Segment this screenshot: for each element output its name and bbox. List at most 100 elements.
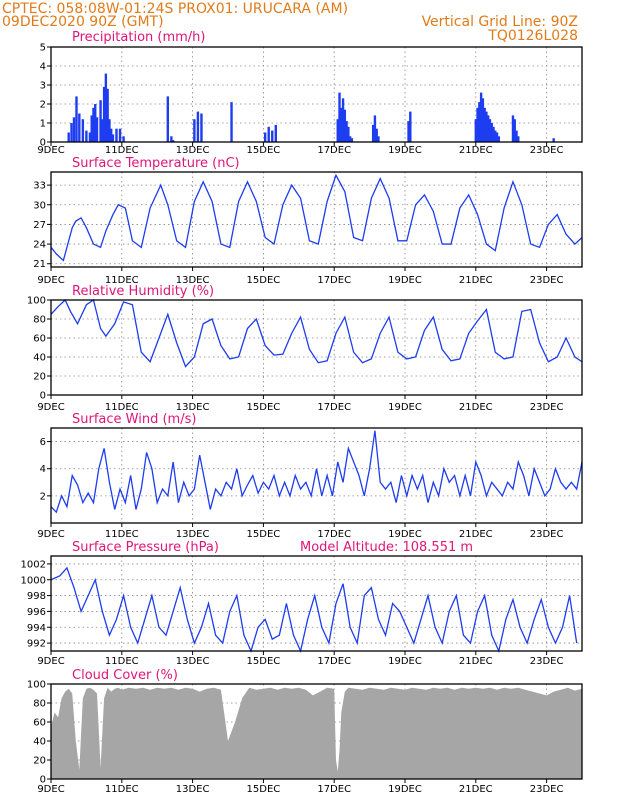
cloud-ytick-label: 0	[40, 775, 46, 786]
temp-xtick-label: 9DEC	[37, 275, 64, 286]
rh-title: Relative Humidity (%)	[72, 284, 214, 299]
rh-line	[50, 298, 583, 368]
wind-xtick-label: 15DEC	[247, 529, 281, 540]
precip-bar	[511, 115, 515, 142]
temp-frame	[50, 171, 583, 268]
precip-bar	[271, 130, 274, 142]
pressure-ytick-label: 1002	[21, 559, 46, 570]
cloud-xtick-label: 13DEC	[176, 784, 210, 795]
header-run-date: 09DEC2020 90Z (GMT)	[2, 14, 164, 30]
rh-ytick-label: 0	[40, 391, 46, 402]
precip-xtick-label: 9DEC	[37, 145, 64, 156]
precip-ytick-label: 2	[40, 100, 46, 111]
precip-bar	[171, 140, 175, 142]
precip-bar	[196, 111, 200, 142]
pressure-xtick-label: 23DEC	[530, 656, 564, 667]
precip-bar	[90, 115, 93, 142]
cloud-title: Cloud Cover (%)	[72, 668, 178, 683]
precip-bar	[479, 92, 483, 142]
temp-xtick-label: 21DEC	[459, 275, 493, 286]
rh-ytick-label: 80	[33, 315, 46, 326]
precip-xtick-label: 13DEC	[176, 145, 210, 156]
wind-ytick-label: 4	[40, 464, 46, 475]
rh-xtick-label: 13DEC	[176, 402, 210, 413]
precip-bar	[166, 96, 170, 142]
wind-xtick-label: 17DEC	[317, 529, 351, 540]
precip-bar	[343, 109, 347, 142]
cloud-xtick-label: 11DEC	[105, 784, 139, 795]
temp-ytick-label: 21	[33, 259, 46, 270]
precip-bar	[490, 123, 493, 142]
pressure-ytick-label: 996	[27, 607, 46, 618]
precip-xtick-label: 23DEC	[530, 145, 564, 156]
precip-bar	[111, 134, 115, 142]
panel-pressure: Surface Pressure (hPa) Model Altitude: 10…	[21, 540, 583, 667]
pressure-ytick-label: 994	[27, 623, 46, 634]
pressure-xtick-label: 13DEC	[176, 656, 210, 667]
precip-xtick-label: 21DEC	[459, 145, 493, 156]
precip-bar	[497, 136, 501, 142]
precip-bar	[101, 119, 104, 142]
cloud-ytick-label: 40	[33, 737, 46, 748]
precip-bar	[70, 123, 73, 142]
rh-xtick-label: 11DEC	[105, 402, 139, 413]
cloud-xtick-label: 19DEC	[388, 784, 422, 795]
precip-bar	[267, 126, 270, 142]
wind-frame	[50, 427, 583, 524]
header-grid-note: Vertical Grid Line: 90Z	[422, 14, 578, 30]
temp-ytick-label: 27	[33, 220, 46, 231]
precip-bar	[95, 117, 99, 142]
precip-bar	[274, 124, 277, 142]
cloud-ytick-label: 100	[27, 680, 46, 691]
precip-bar	[118, 128, 122, 142]
header: CPTEC: 058:08W-01:24S PROX01: URUCARA (A…	[2, 1, 578, 44]
pressure-line	[50, 566, 578, 654]
precip-bar	[552, 138, 555, 142]
precip-bar	[345, 121, 348, 142]
panel-cloud: Cloud Cover (%) 0 20 40 60 80 100 9DEC 11DEC 13DE…	[27, 668, 583, 795]
wind-title: Surface Wind (m/s)	[72, 412, 196, 427]
precip-title: Precipitation (mm/h)	[72, 30, 205, 45]
precip-bar	[338, 92, 341, 142]
precip-bar	[495, 132, 499, 142]
precip-bar	[109, 128, 113, 142]
cloud-frame	[50, 683, 583, 780]
wind-ytick-label: 6	[40, 437, 46, 448]
precip-ytick-label: 5	[40, 43, 46, 54]
temp-line	[50, 173, 583, 262]
rh-ytick-label: 20	[33, 372, 46, 383]
pressure-ytick-label: 998	[27, 591, 46, 602]
precip-bar	[377, 136, 380, 142]
pressure-xtick-label: 17DEC	[317, 656, 351, 667]
panel-precip: Precipitation (mm/h) 0 1 2 3 4 5 9DEC 11DEC 13DEC…	[37, 30, 583, 156]
precip-xtick-label: 11DEC	[105, 145, 139, 156]
rh-xtick-label: 21DEC	[459, 402, 493, 413]
pressure-xtick-label: 11DEC	[105, 656, 139, 667]
precip-bar	[341, 98, 345, 142]
precip-bar	[200, 113, 203, 142]
temp-xtick-label: 15DEC	[247, 275, 281, 286]
temp-xtick-label: 17DEC	[317, 275, 351, 286]
precip-bar	[409, 111, 412, 142]
pressure-xtick-label: 15DEC	[247, 656, 281, 667]
precip-ytick-label: 0	[40, 138, 46, 149]
wind-xtick-label: 13DEC	[176, 529, 210, 540]
precip-bar	[513, 119, 516, 142]
wind-xtick-label: 23DEC	[530, 529, 564, 540]
precip-bar	[371, 124, 375, 142]
precip-bar	[350, 138, 354, 142]
precip-bar	[104, 73, 108, 142]
precip-bar	[486, 115, 490, 142]
precip-bar	[474, 119, 477, 142]
precip-bar	[478, 102, 481, 142]
precip-ytick-label: 3	[40, 81, 46, 92]
precip-bar	[340, 107, 343, 142]
pressure-xtick-label: 19DEC	[388, 656, 422, 667]
precip-bar	[347, 126, 350, 142]
cloud-xtick-label: 17DEC	[317, 784, 351, 795]
precip-bar	[348, 136, 352, 142]
precip-bar	[515, 130, 518, 142]
precip-xtick-label: 17DEC	[317, 145, 351, 156]
wind-xtick-label: 21DEC	[459, 529, 493, 540]
precip-bar	[115, 128, 118, 142]
